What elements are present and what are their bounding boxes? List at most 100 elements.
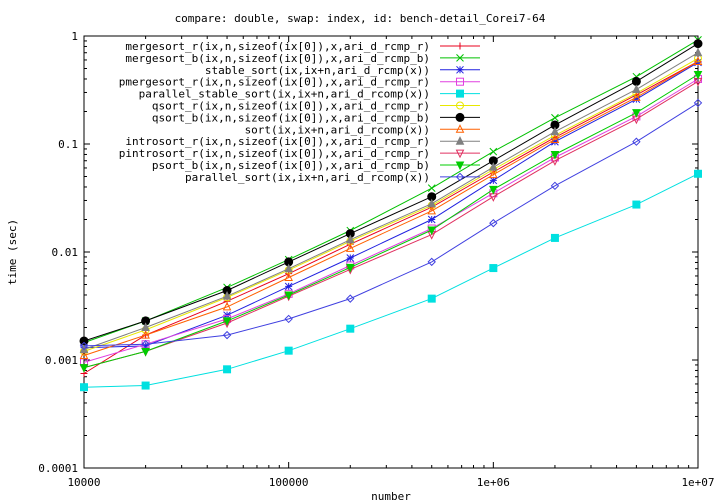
series-line	[83, 61, 699, 356]
legend-item: introsort_r(ix,n,sizeof(ix[0]),x,ari_d_r…	[125, 135, 480, 148]
x-tick-label: 100000	[269, 476, 309, 489]
x-tick-label: 10000	[67, 476, 100, 489]
data-point	[427, 257, 436, 267]
data-point	[489, 218, 498, 228]
data-point	[141, 340, 150, 349]
legend-swatch-marker	[455, 149, 465, 159]
legend-label: parallel_sort(ix,ix+n,ari_d_rcomp(x))	[185, 171, 430, 184]
series-8	[79, 56, 703, 360]
x-axis-label: number	[371, 490, 411, 503]
legend-swatch-marker	[455, 124, 465, 133]
legend-item: mergesort_b(ix,n,sizeof(ix[0]),x,ari_d_r…	[125, 52, 480, 65]
data-point	[632, 109, 641, 118]
series-9	[79, 47, 703, 354]
data-point	[141, 381, 150, 390]
y-tick-label: 0.001	[45, 354, 78, 367]
data-point	[632, 137, 641, 146]
data-point	[632, 95, 641, 104]
data-point	[550, 126, 560, 136]
data-point	[345, 243, 355, 252]
legend-label: mergesort_b(ix,n,sizeof(ix[0]),x,ari_d_r…	[125, 52, 430, 65]
data-point	[550, 150, 560, 160]
data-point	[693, 71, 703, 80]
legend-swatch-marker	[455, 172, 465, 182]
data-point	[222, 291, 232, 300]
y-tick-label: 0.1	[58, 138, 78, 151]
series-7	[79, 39, 703, 346]
y-tick-label: 1	[71, 30, 78, 43]
data-point	[427, 205, 437, 215]
data-point	[284, 282, 293, 291]
data-point	[79, 350, 89, 360]
legend-item: parallel_sort(ix,ix+n,ari_d_rcomp(x))	[185, 171, 480, 184]
series-line	[83, 102, 699, 347]
series-group	[79, 36, 703, 392]
legend-swatch-marker	[456, 42, 464, 50]
data-point	[284, 272, 293, 282]
data-point	[489, 185, 498, 195]
data-point	[693, 98, 703, 108]
data-point	[489, 147, 498, 156]
series-5	[80, 169, 702, 392]
legend-swatch-marker	[456, 65, 464, 74]
data-point	[284, 291, 293, 301]
data-point	[80, 383, 88, 392]
data-point	[79, 364, 89, 373]
data-point	[631, 76, 641, 86]
data-point	[79, 341, 89, 351]
legend-swatch-marker	[455, 112, 465, 122]
data-point	[427, 198, 437, 208]
series-line	[83, 78, 699, 363]
legend-label: qsort_b(ix,n,sizeof(ix[0]),x,ari_d_rcmp_…	[152, 111, 430, 124]
legend-item: parallel_stable_sort(ix,ix+n,ari_d_rcomp…	[139, 88, 480, 101]
y-axis-label: time (sec)	[6, 219, 19, 285]
legend: mergesort_r(ix,n,sizeof(ix[0]),x,ari_d_r…	[119, 40, 480, 184]
data-point	[427, 184, 436, 193]
data-point	[427, 215, 436, 224]
data-point	[284, 263, 293, 273]
data-point	[693, 39, 703, 49]
legend-label: psort_b(ix,n,sizeof(ix[0]),x,ari_d_rcmp_…	[152, 159, 430, 172]
data-point	[550, 233, 559, 242]
legend-item: mergesort_r(ix,n,sizeof(ix[0]),x,ari_d_r…	[125, 40, 480, 53]
data-point	[489, 169, 498, 179]
data-point	[427, 226, 437, 236]
data-point	[346, 294, 355, 303]
legend-swatch-marker	[456, 77, 464, 86]
legend-swatch-marker	[456, 54, 464, 62]
legend-item: qsort_b(ix,n,sizeof(ix[0]),x,ari_d_rcmp_…	[152, 111, 480, 124]
data-point	[222, 317, 232, 327]
data-point	[141, 322, 150, 331]
legend-label: sort(ix,ix+n,ari_d_rcomp(x))	[245, 123, 430, 136]
data-point	[551, 137, 559, 146]
chart-title: compare: double, swap: index, id: bench-…	[175, 12, 546, 25]
y-tick-label: 0.0001	[38, 462, 78, 475]
data-point	[284, 314, 293, 324]
legend-item: qsort_r(ix,n,sizeof(ix[0]),x,ari_d_rcmp_…	[152, 100, 480, 113]
series-line	[83, 80, 699, 369]
data-point	[79, 336, 89, 346]
legend-item: pintrosort_r(ix,n,sizeof(ix[0]),x,ari_d_…	[119, 147, 480, 160]
data-point	[489, 264, 498, 273]
series-11	[79, 71, 703, 373]
data-point	[345, 234, 355, 244]
data-point	[551, 113, 559, 122]
legend-swatch-marker	[455, 161, 465, 171]
y-tick-label: 0.01	[52, 246, 79, 259]
legend-item: psort_b(ix,n,sizeof(ix[0]),x,ari_d_rcmp_…	[152, 159, 480, 172]
data-point	[632, 92, 641, 101]
data-point	[632, 200, 641, 209]
data-point	[346, 254, 355, 262]
series-line	[83, 74, 699, 369]
legend-label: pmergesort_r(ix,n,sizeof(ix[0]),x,ari_d_…	[119, 76, 430, 89]
legend-swatch-marker	[456, 89, 464, 98]
data-point	[141, 342, 150, 350]
legend-item: pmergesort_r(ix,n,sizeof(ix[0]),x,ari_d_…	[119, 76, 480, 89]
x-tick-label: 1e+06	[477, 476, 510, 489]
series-line	[83, 61, 699, 349]
legend-item: stable_sort(ix,ix+n,ari_d_rcmp(x))	[205, 64, 480, 77]
data-point	[550, 134, 560, 144]
legend-label: pintrosort_r(ix,n,sizeof(ix[0]),x,ari_d_…	[119, 147, 430, 160]
legend-label: mergesort_r(ix,n,sizeof(ix[0]),x,ari_d_r…	[125, 40, 430, 53]
